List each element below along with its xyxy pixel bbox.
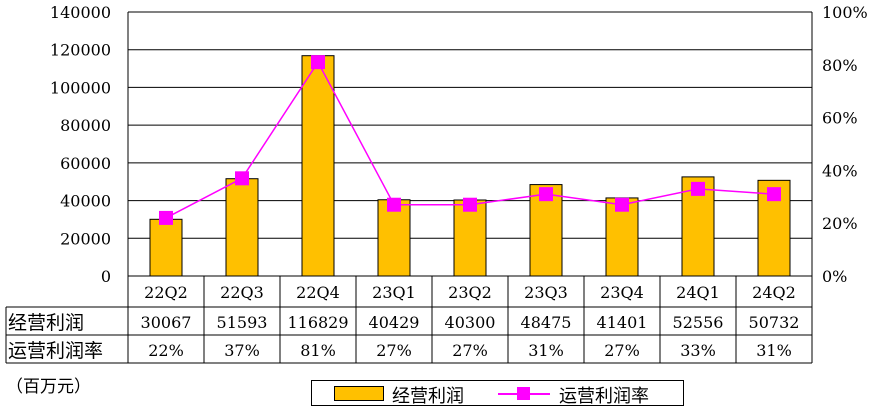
legend-bar-label: 经营利润	[392, 386, 464, 407]
x-tick-label: 22Q4	[296, 283, 340, 302]
table-cell-value: 52556	[673, 313, 724, 332]
legend-line-marker	[517, 387, 530, 400]
x-tick-label: 22Q2	[144, 283, 188, 302]
legend-line-label: 运营利润率	[559, 386, 649, 407]
table-cell-value: 31%	[756, 341, 792, 360]
table-cell-value: 50732	[749, 313, 800, 332]
y-left-tick-label: 40000	[60, 192, 111, 211]
x-tick-label: 23Q1	[372, 283, 416, 302]
y-right-tick-label: 80%	[822, 56, 858, 75]
y-right-tick-label: 20%	[822, 214, 858, 233]
table-cell-value: 27%	[376, 341, 412, 360]
y-left-tick-label: 80000	[60, 116, 111, 135]
y-right-tick-label: 0%	[822, 267, 847, 286]
table-cell-value: 33%	[680, 341, 716, 360]
x-tick-label: 24Q2	[752, 283, 796, 302]
line-marker	[311, 55, 325, 70]
legend: 经营利润 运营利润率	[311, 380, 684, 407]
line-marker	[767, 187, 781, 202]
table-cell-value: 30067	[141, 313, 192, 332]
table-row-header: 运营利润率	[8, 340, 103, 362]
line-marker	[691, 181, 705, 196]
y-left-tick-label: 120000	[50, 41, 111, 60]
table-cell-value: 27%	[452, 341, 488, 360]
x-tick-label: 23Q2	[448, 283, 492, 302]
x-tick-label: 23Q3	[524, 283, 568, 302]
table-cell-value: 41401	[597, 313, 648, 332]
y-right-tick-label: 60%	[822, 109, 858, 128]
bar	[301, 55, 335, 277]
table-cell-value: 22%	[148, 341, 184, 360]
table-cell-value: 40300	[445, 313, 496, 332]
y-left-tick-label: 20000	[60, 229, 111, 248]
table-cell-value: 37%	[224, 341, 260, 360]
table-cell-value: 31%	[528, 341, 564, 360]
x-tick-label: 24Q1	[676, 283, 720, 302]
line-marker	[615, 197, 629, 212]
bar	[149, 218, 183, 277]
line-marker	[539, 187, 553, 202]
table-cell-value: 40429	[369, 313, 420, 332]
table-cell-value: 81%	[300, 341, 336, 360]
line-marker	[387, 197, 401, 212]
y-left-tick-label: 60000	[60, 154, 111, 173]
table-row-header: 经营利润	[8, 312, 84, 334]
unit-label: （百万元）	[6, 377, 91, 397]
table-cell-value: 48475	[521, 313, 572, 332]
y-left-tick-label: 140000	[50, 3, 111, 22]
y-right-tick-label: 100%	[822, 3, 868, 22]
table-cell-value: 27%	[604, 341, 640, 360]
line-marker	[159, 210, 173, 225]
table-cell-value: 116829	[287, 313, 348, 332]
line-marker	[235, 171, 249, 186]
x-tick-label: 22Q3	[220, 283, 264, 302]
table-cell-value: 51593	[217, 313, 268, 332]
line-marker	[463, 197, 477, 212]
legend-bar-swatch	[334, 386, 384, 401]
x-tick-label: 23Q4	[600, 283, 644, 302]
y-right-tick-label: 40%	[822, 161, 858, 180]
y-left-tick-label: 0	[101, 267, 111, 286]
y-left-tick-label: 100000	[50, 78, 111, 97]
bar	[225, 178, 259, 277]
